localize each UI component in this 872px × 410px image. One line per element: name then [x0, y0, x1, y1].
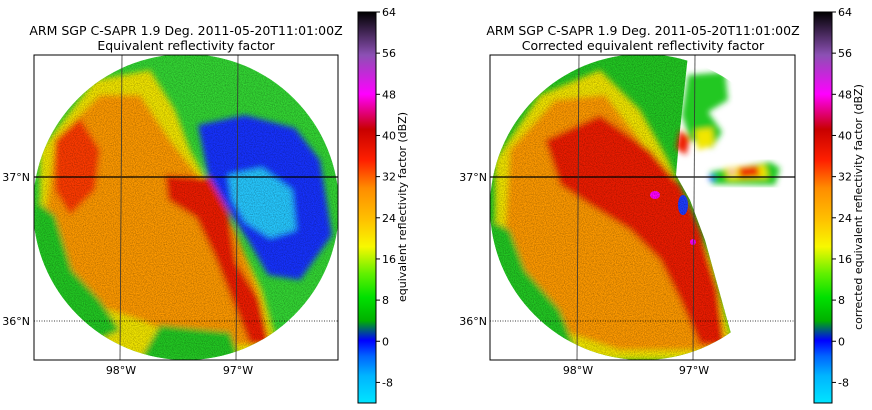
- panel-1-xtick-98w: 98°W: [106, 364, 136, 377]
- colorbar-2-tick-label: -8: [838, 376, 849, 389]
- radar-2-east-line: [709, 162, 780, 185]
- panel-1: ARM SGP C-SAPR 1.9 Deg. 2011-05-20T11:01…: [2, 23, 342, 377]
- colorbar-2-tick-label: 64: [838, 6, 852, 19]
- colorbar-2-tick-label: 40: [838, 129, 852, 142]
- colorbar-1: -8 0 8 16 24 32 40 48 56 64 equivalent reflectivi…: [357, 6, 409, 404]
- colorbar-1-bar: [357, 11, 377, 404]
- colorbar-2-label: corrected equivalent reflectivity factor…: [852, 84, 865, 330]
- panel-1-subtitle: Equivalent reflectivity factor: [97, 38, 275, 53]
- colorbar-2-bar: [813, 11, 833, 404]
- colorbar-2-tick-label: 24: [838, 212, 852, 225]
- colorbar-2-ticks: -8 0 8 16 24 32 40 48 56 64: [832, 6, 852, 389]
- radar-2-speckle: [490, 55, 740, 360]
- colorbar-1-tick-label: 8: [382, 294, 389, 307]
- panel-2-title: ARM SGP C-SAPR 1.9 Deg. 2011-05-20T11:01…: [486, 23, 799, 38]
- colorbar-1-tick-label: 24: [382, 212, 396, 225]
- panel-2-xtick-98w: 98°W: [563, 364, 593, 377]
- panel-1-radar-image: [34, 55, 338, 360]
- colorbar-2-tick-label: 48: [838, 88, 852, 101]
- colorbar-1-tick-label: 40: [382, 129, 396, 142]
- colorbar-1-tick-label: 48: [382, 88, 396, 101]
- colorbar-2: -8 0 8 16 24 32 40 48 56 64 corrected equivalent …: [813, 6, 865, 404]
- panel-2-subtitle: Corrected equivalent reflectivity factor: [522, 38, 765, 53]
- panel-1-ytick-37n: 37°N: [2, 171, 30, 184]
- colorbar-2-tick-label: 8: [838, 294, 845, 307]
- panel-2-frame: [489, 54, 796, 361]
- panel-1-xtick-97w: 97°W: [223, 364, 253, 377]
- colorbar-2-tick-label: 56: [838, 47, 852, 60]
- panel-2-radar-image: [490, 55, 795, 360]
- panel-1-frame: [33, 54, 339, 361]
- panel-2-lon-97-line: [692, 55, 696, 360]
- colorbar-1-tick-label: 64: [382, 6, 396, 19]
- colorbar-1-label: equivalent reflectivity factor (dBZ): [396, 112, 409, 302]
- panel-1-ytick-36n: 36°N: [2, 315, 30, 328]
- panel-1-lon-97-line: [235, 55, 239, 360]
- panel-2-xtick-97w: 97°W: [679, 364, 709, 377]
- radar-2-ne-echo: [676, 72, 728, 155]
- colorbar-1-tick-label: -8: [382, 376, 393, 389]
- colorbar-1-tick-label: 56: [382, 47, 396, 60]
- panel-1-lon-98-line: [119, 55, 123, 360]
- colorbar-2-tick-label: 0: [838, 335, 845, 348]
- panel-2: ARM SGP C-SAPR 1.9 Deg. 2011-05-20T11:01…: [459, 23, 799, 377]
- radar-1-speckle: [34, 55, 338, 360]
- panel-2-ytick-36n: 36°N: [459, 315, 487, 328]
- panel-1-title: ARM SGP C-SAPR 1.9 Deg. 2011-05-20T11:01…: [29, 23, 342, 38]
- panel-2-ytick-37n: 37°N: [459, 171, 487, 184]
- colorbar-2-tick-label: 16: [838, 253, 852, 266]
- panel-2-lon-98-line: [576, 55, 580, 360]
- colorbar-1-ticks: -8 0 8 16 24 32 40 48 56 64: [376, 6, 396, 389]
- colorbar-1-tick-label: 0: [382, 335, 389, 348]
- colorbar-2-tick-label: 32: [838, 171, 852, 184]
- colorbar-1-tick-label: 16: [382, 253, 396, 266]
- colorbar-1-tick-label: 32: [382, 171, 396, 184]
